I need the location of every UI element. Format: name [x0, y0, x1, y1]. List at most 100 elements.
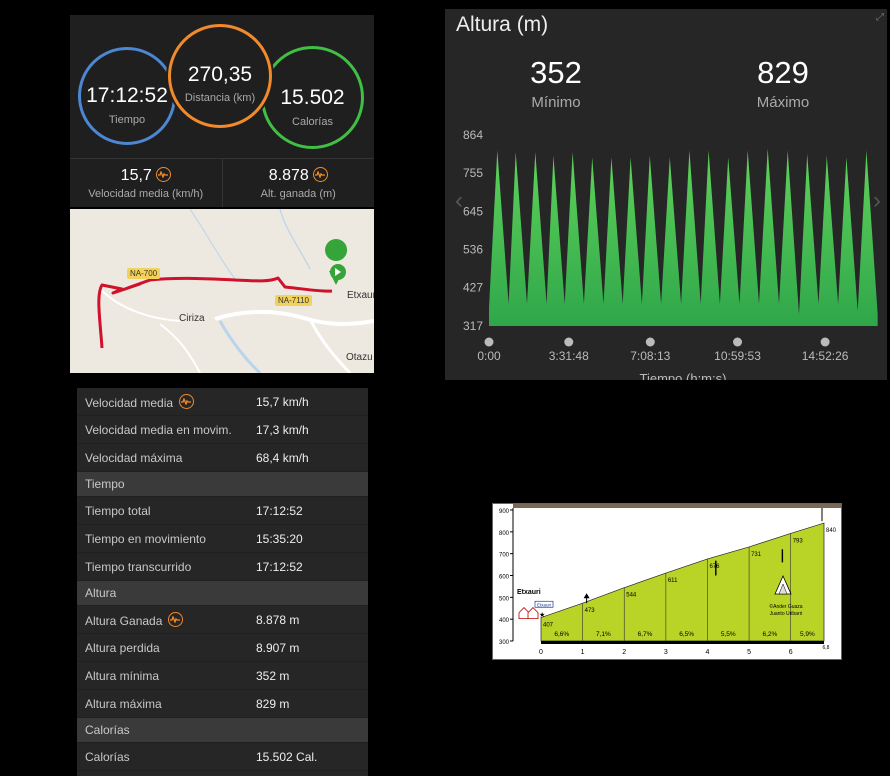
place-otazu: Otazu: [346, 352, 373, 363]
profile-altitude-label: 473: [585, 608, 596, 614]
max-altitude-value: 829: [757, 55, 809, 90]
profile-km-tick: 6: [789, 649, 793, 656]
x-tick-label: 14:52:26: [802, 349, 849, 363]
detail-value: 15:35:20: [256, 531, 303, 546]
detail-value: 15.502 Cal.: [256, 749, 318, 764]
profile-gradient-label: 6,7%: [638, 631, 653, 638]
elev-gain-value: 8.878: [268, 167, 309, 184]
detail-row: Altura mínima 352 m: [77, 662, 368, 690]
profile-area: [540, 522, 825, 642]
route-map[interactable]: NA-700 NA-7110 Ciriza Etxauri Otazu: [70, 209, 374, 373]
avg-speed-label: Velocidad media (km/h): [88, 188, 204, 200]
profile-gradient-label: 6,5%: [679, 631, 694, 638]
place-etxauri: Etxauri: [347, 290, 374, 301]
profile-town-sign: Etxauri: [537, 602, 551, 607]
profile-gradient-label: 6,2%: [762, 631, 777, 638]
detail-label: Altura máxima: [85, 696, 162, 711]
min-altitude-label: Mínimo: [531, 94, 581, 111]
x-tick-marker: [564, 337, 574, 347]
distance-label: Distancia (km): [184, 92, 256, 104]
altitude-chart-card: 317 427 536 645 755 864 0:00 3:31:48 7:08:13 10:5…: [445, 9, 887, 380]
avg-speed-stat[interactable]: 15,7 Velocidad media (km/h): [70, 159, 222, 207]
detail-row: Tiempo total 17:12:52: [77, 497, 368, 525]
detail-value: 17,3 km/h: [256, 422, 309, 437]
detail-label: Calorías: [85, 749, 130, 764]
chart-title: Altura (m): [456, 13, 549, 36]
profile-y-tick: 500: [499, 596, 510, 602]
x-tick-marker: [820, 337, 830, 347]
profile-km-tick: 5: [747, 649, 751, 656]
detail-label: Altura perdida: [85, 640, 160, 655]
detail-value: 68,4 km/h: [256, 450, 309, 465]
max-altitude-label: Máximo: [756, 94, 810, 111]
time-ring: 17:12:52 Tiempo: [78, 47, 176, 145]
profile-y-tick: 900: [499, 509, 510, 515]
detail-label: Tiempo total: [85, 503, 151, 518]
detail-value: 17:12:52: [256, 503, 303, 518]
section-header: Altura: [77, 581, 368, 606]
elev-gain-label: Alt. ganada (m): [260, 188, 336, 200]
x-tick-label: 0:00: [477, 349, 501, 363]
calories-label: Calorías: [292, 116, 333, 128]
pulse-icon: [179, 393, 195, 409]
profile-km-tick: 1: [581, 649, 585, 656]
profile-km-tick: 4: [706, 649, 710, 656]
calories-ring: 15.502 Calorías: [261, 46, 364, 149]
activity-summary-card: 17:12:52 Tiempo 15.502 Calorías 270,35 D…: [70, 15, 374, 207]
pulse-icon: [168, 611, 184, 627]
y-tick-label: 536: [463, 243, 483, 257]
house-icon: [518, 607, 539, 620]
detail-row: Altura perdida 8.907 m: [77, 634, 368, 662]
monument-icon: [774, 575, 792, 595]
y-tick-label: 427: [463, 281, 483, 295]
profile-y-tick: 600: [499, 575, 510, 581]
detail-row: Tiempo en movimiento 15:35:20: [77, 525, 368, 553]
profile-y-tick: 400: [499, 618, 510, 624]
detail-value: 8.878 m: [256, 612, 300, 627]
profile-credit: Juanto Uribarri: [770, 611, 803, 617]
profile-km-tick: 2: [622, 649, 626, 656]
x-tick-label: 3:31:48: [549, 349, 589, 363]
profile-y-tick: 700: [499, 553, 510, 559]
detail-value: 17:12:52: [256, 559, 303, 574]
x-axis-title: Tiempo (h:m:s): [640, 371, 727, 380]
profile-altitude-label: 611: [668, 578, 678, 584]
time-label: Tiempo: [108, 114, 146, 126]
distance-ring: 270,35 Distancia (km): [168, 24, 272, 128]
x-tick-marker: [484, 337, 494, 347]
detail-value: 829 m: [256, 696, 290, 711]
pulse-icon: [155, 167, 171, 182]
profile-credit: ©Ander Guaza: [769, 603, 802, 610]
profile-gradient-label: 5,5%: [721, 631, 736, 638]
detail-row: Velocidad media 15,7 km/h: [77, 388, 368, 416]
altitude-chart: 317 427 536 645 755 864 0:00 3:31:48 7:08:13 10:5…: [463, 128, 878, 380]
max-altitude-stat: 829 Máximo: [723, 55, 843, 111]
profile-altitude-label: 793: [793, 538, 804, 544]
x-tick-label: 10:59:53: [714, 349, 761, 363]
place-ciriza: Ciriza: [179, 313, 205, 324]
profile-y-tick: 800: [499, 531, 510, 537]
x-tick-marker: [645, 337, 655, 347]
chevron-right-icon[interactable]: ›: [873, 187, 881, 214]
detail-label: Velocidad media: [77, 393, 256, 410]
profile-km-tick: 3: [664, 649, 668, 656]
avg-speed-value: 15,7: [120, 167, 152, 184]
detail-label: Tiempo en movimiento: [85, 531, 206, 546]
map-canvas: [97, 209, 374, 373]
detail-row: Velocidad media en movim. 17,3 km/h: [77, 416, 368, 444]
min-altitude-stat: 352 Mínimo: [496, 55, 616, 111]
elev-gain-stat[interactable]: 8.878 Alt. ganada (m): [221, 159, 375, 207]
detail-label: Velocidad máxima: [85, 450, 183, 465]
profile-altitude-label: 840: [826, 528, 837, 534]
y-tick-label: 755: [463, 166, 483, 180]
expand-icon[interactable]: ⤢: [876, 12, 884, 23]
time-value: 17:12:52: [86, 84, 168, 107]
y-tick-label: 864: [463, 128, 483, 142]
chevron-left-icon[interactable]: ‹: [455, 187, 463, 214]
x-tick-label: 7:08:13: [630, 349, 670, 363]
calories-value: 15.502: [280, 86, 345, 109]
profile-altitude-label: 407: [543, 623, 554, 629]
activity-details-list: Velocidad media 15,7 km/h Velocidad media …: [77, 388, 368, 776]
detail-row: Tiempo transcurrido 17:12:52: [77, 553, 368, 581]
detail-row: Calorías 15.502 Cal.: [77, 743, 368, 771]
